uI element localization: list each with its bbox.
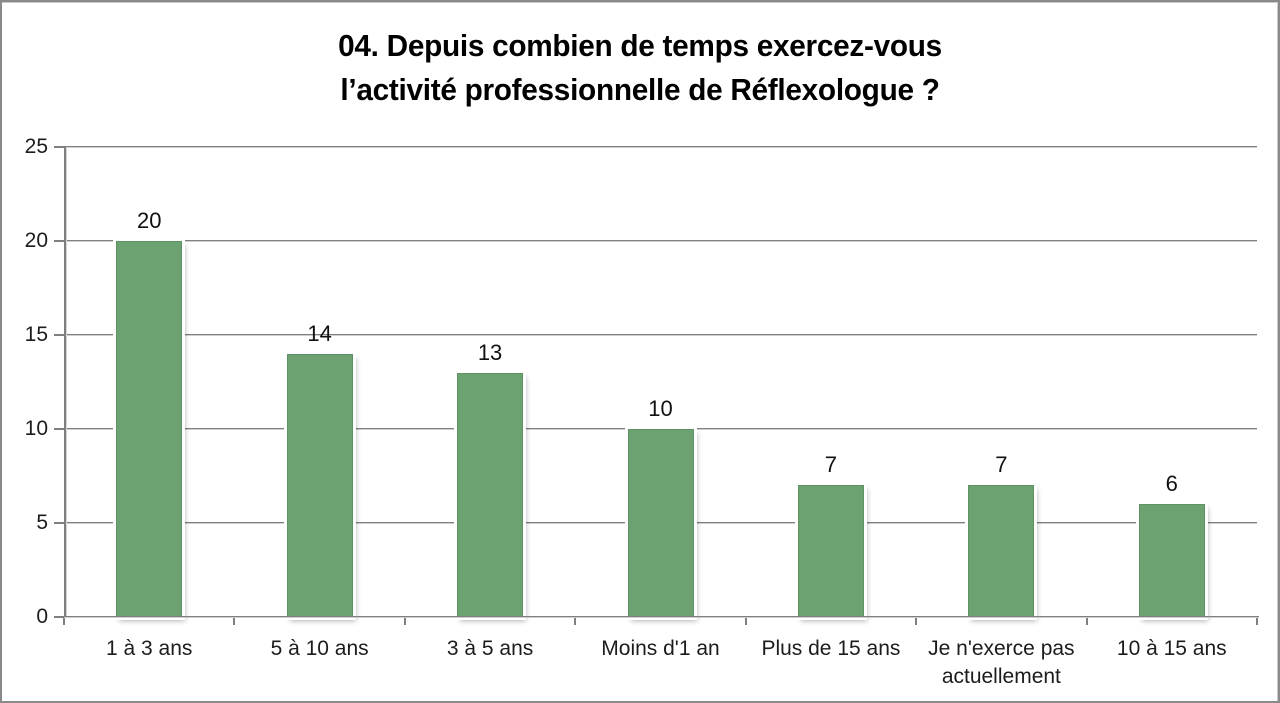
y-axis-tick-15 <box>54 334 64 336</box>
y-axis-tick-5 <box>54 522 64 524</box>
x-axis-category-label-3: 3 à 5 ans <box>446 637 534 660</box>
chart-title: 04. Depuis combien de temps exercez-vous… <box>28 24 1253 112</box>
y-axis-label-10: 10 <box>24 417 48 440</box>
bar-3 <box>457 372 524 617</box>
y-axis-label-0: 0 <box>36 605 48 628</box>
y-axis-label-15: 15 <box>24 323 48 346</box>
y-axis-tick-10 <box>54 428 64 430</box>
bar-value-label-1: 20 <box>136 208 162 233</box>
bar-value-label-7: 6 <box>1165 471 1178 497</box>
x-axis-category-label-6: Je n'exerce pas actuellement <box>928 637 1075 688</box>
chart-title-line2: l’activité professionnelle de Réflexolog… <box>340 72 940 107</box>
y-axis-tick-25 <box>54 146 64 148</box>
gridline-15 <box>64 334 1257 336</box>
bar-value-label-3: 13 <box>477 339 503 365</box>
bar-value-label-4: 10 <box>648 396 673 421</box>
x-axis-line <box>64 616 1259 618</box>
bar-5 <box>797 485 864 617</box>
x-axis-tick-7 <box>1256 617 1258 625</box>
x-axis-tick-0 <box>63 617 65 625</box>
bar-1 <box>116 241 183 617</box>
bar-value-label-6: 7 <box>995 452 1008 478</box>
x-axis-category-label-5: Plus de 15 ans <box>761 637 901 660</box>
x-axis-category-label-4: Moins d'1 an <box>601 637 720 660</box>
gridline-20 <box>64 240 1257 242</box>
x-axis-tick-6 <box>1085 617 1088 625</box>
y-axis-tick-20 <box>54 240 64 242</box>
x-axis-category-label-7: 10 à 15 ans <box>1116 637 1227 660</box>
y-axis-line <box>64 147 66 617</box>
gridline-25 <box>64 146 1257 148</box>
bar-value-label-2: 14 <box>307 320 332 346</box>
bar-6 <box>968 485 1035 617</box>
x-axis-tick-2 <box>403 617 406 625</box>
bar-4 <box>627 429 694 617</box>
y-axis-label-25: 25 <box>24 135 48 158</box>
chart-title-line1: 04. Depuis combien de temps exercez-vous <box>338 28 942 63</box>
x-axis-tick-3 <box>574 617 577 625</box>
y-axis-label-20: 20 <box>24 229 48 252</box>
x-axis-category-label-1: 1 à 3 ans <box>106 637 193 660</box>
x-axis-tick-1 <box>233 617 236 625</box>
bar-value-label-5: 7 <box>824 452 838 478</box>
x-axis-category-label-2: 5 à 10 ans <box>270 637 369 660</box>
y-axis-label-5: 5 <box>36 511 48 534</box>
y-axis-tick-0 <box>54 616 64 618</box>
x-axis-tick-5 <box>915 617 918 625</box>
bar-2 <box>286 353 353 617</box>
x-axis-tick-4 <box>744 617 747 625</box>
bar-7 <box>1138 504 1205 617</box>
